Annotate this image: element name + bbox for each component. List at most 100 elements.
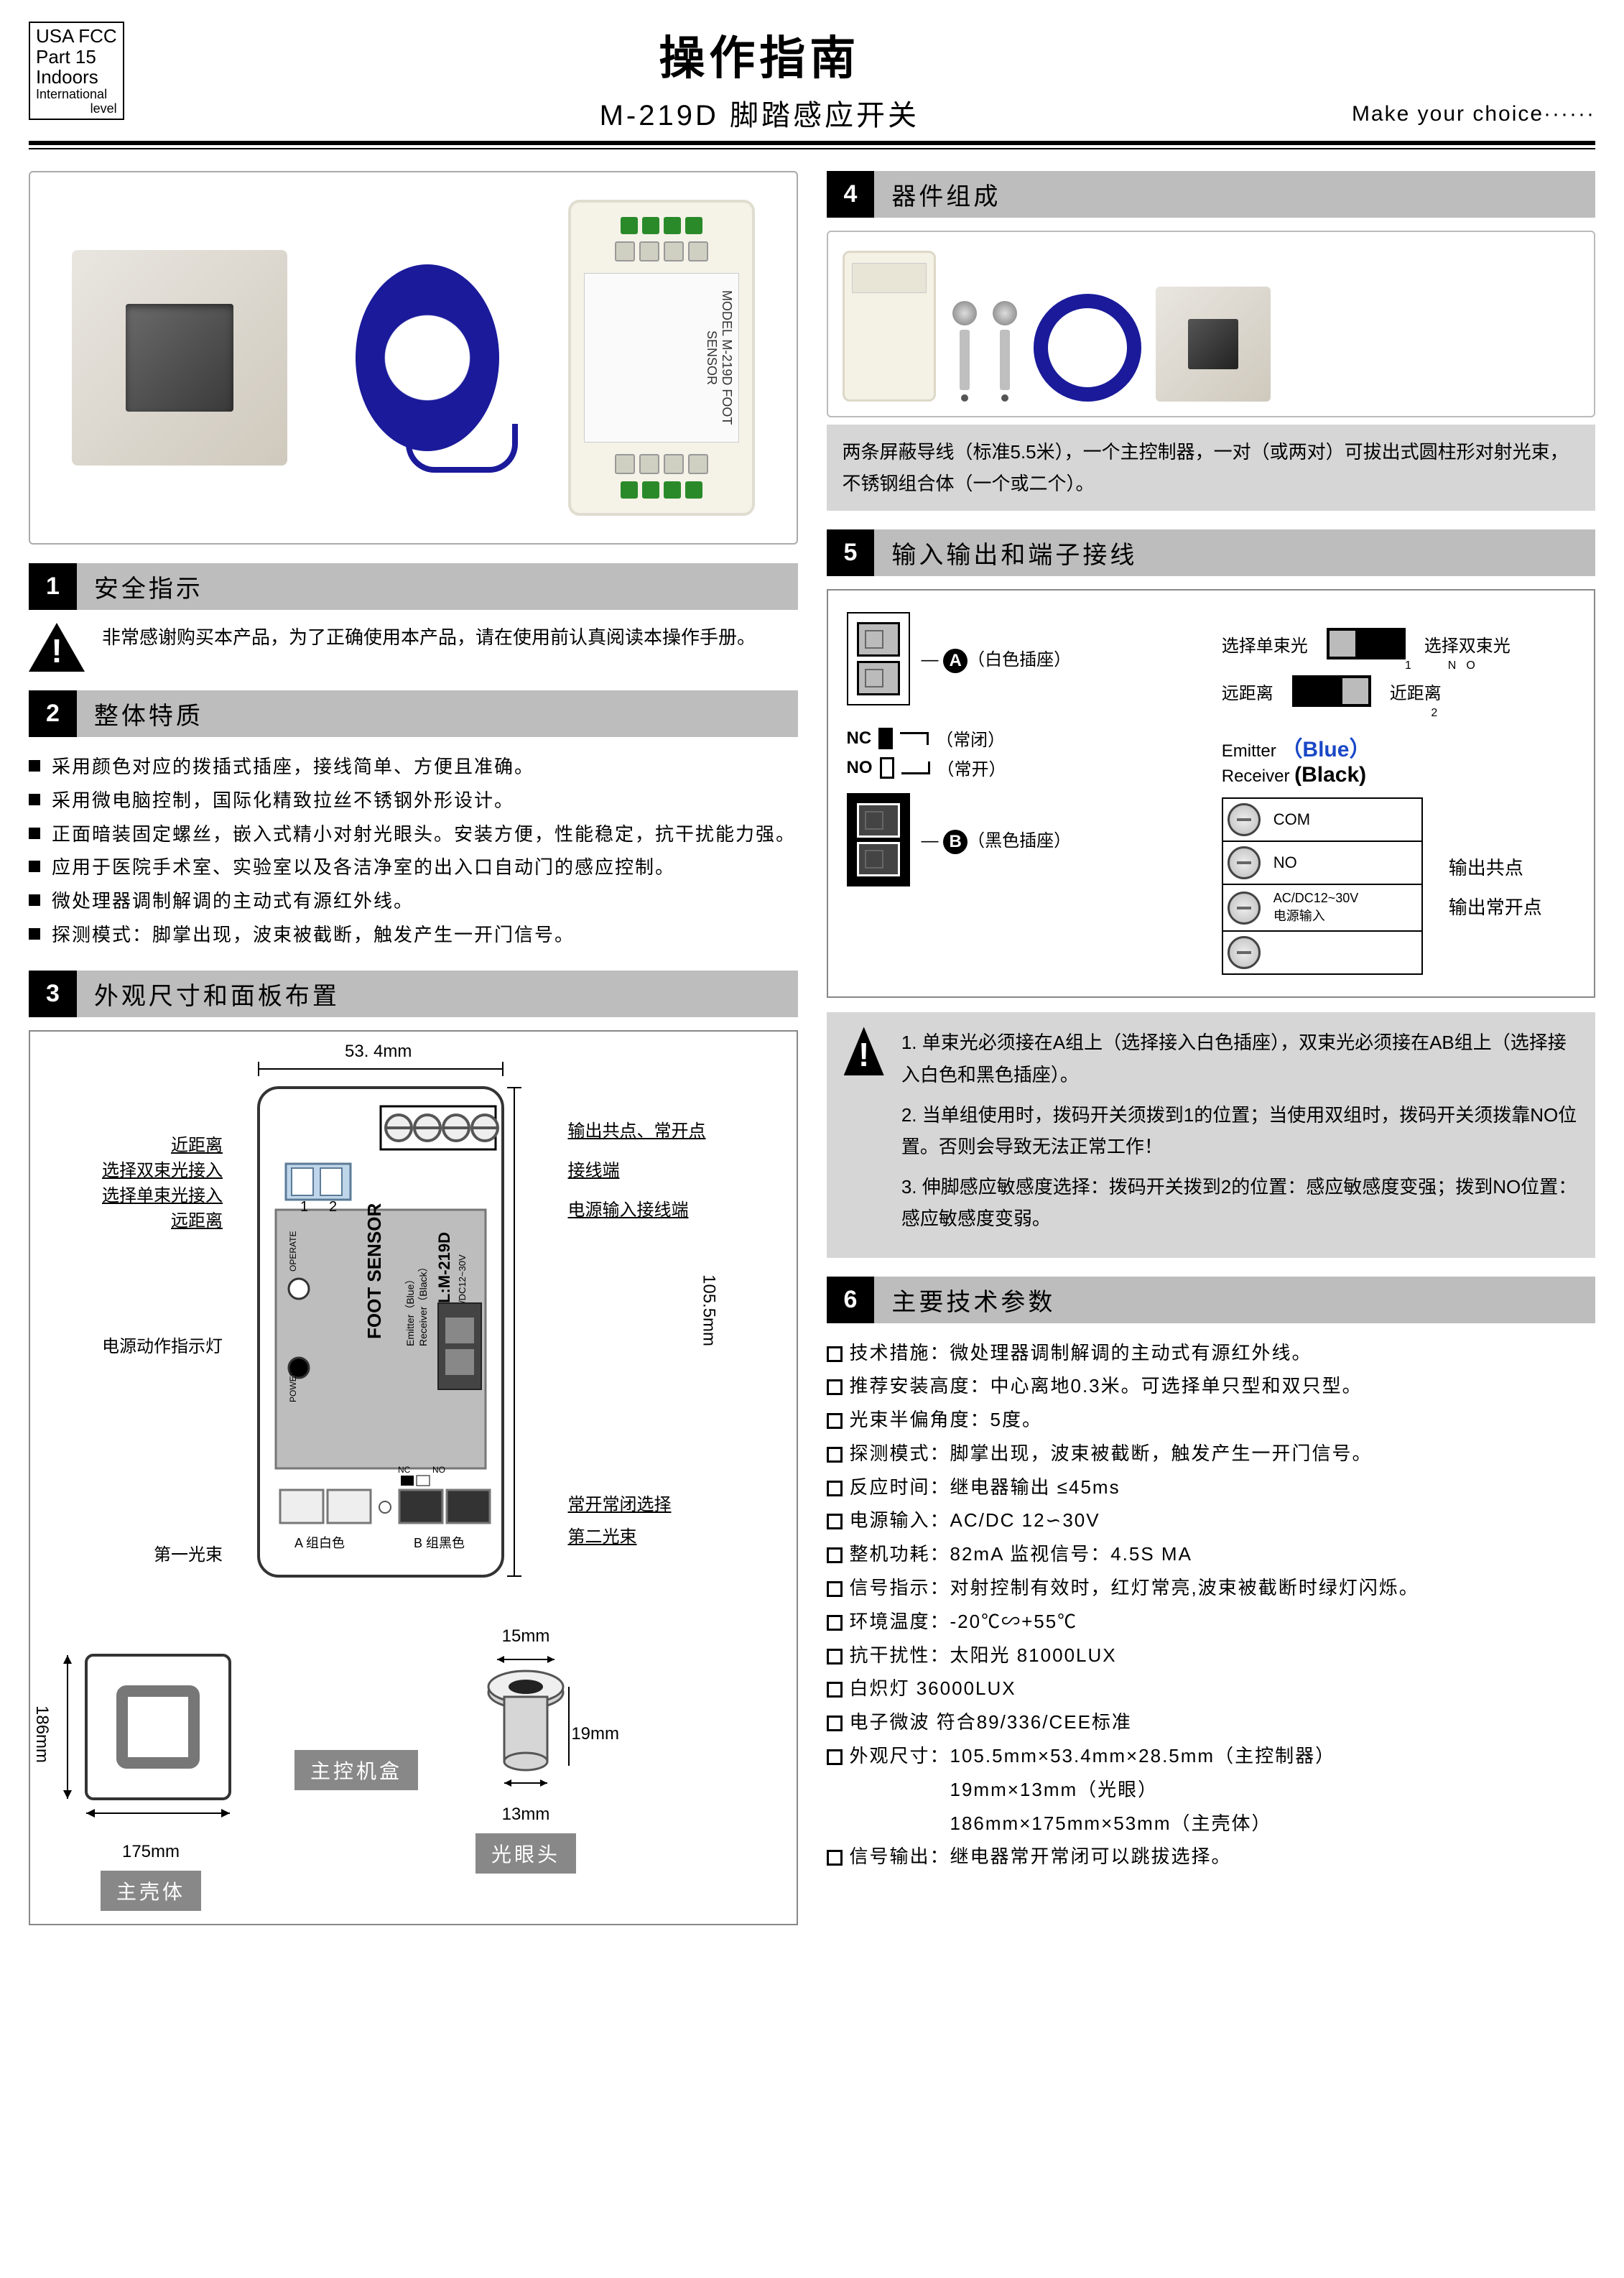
title-block: 操作指南 M-219D 脚踏感应开关 — [167, 22, 1352, 134]
right-column: 4 器件组成 两条屏蔽导线（标准5.5米），一个主控制器，一对（或两对）可拔出式… — [827, 171, 1596, 1925]
label: 远距离 — [43, 1206, 223, 1231]
list-item: 环境温度：-20℃∽+55℃ — [827, 1605, 1596, 1639]
svg-text:NC: NC — [398, 1465, 411, 1475]
dim-h: 19mm — [571, 1724, 619, 1744]
svg-text:POWER: POWER — [288, 1369, 298, 1402]
panel-tag: 光眼头 — [475, 1833, 576, 1874]
cert-line: level — [36, 102, 117, 116]
term-com: COM — [1265, 805, 1421, 835]
ctrl-foot: FOOT SENSOR — [363, 1203, 385, 1338]
term-pwr: AC/DC12~30V电源输入 — [1265, 885, 1421, 930]
list-item: 应用于医院手术室、实验室以及各洁净室的出入口自动门的感应控制。 — [29, 851, 798, 884]
socket-b-label: （黑色插座） — [968, 831, 1071, 851]
list-item: 抗干扰性：太阳光 81000LUX — [827, 1639, 1596, 1672]
section-title: 安全指示 — [77, 563, 798, 610]
dip-switch-1 — [1327, 628, 1406, 659]
svg-text:A 组白色: A 组白色 — [294, 1536, 345, 1550]
list-item: 采用微电脑控制，国际化精致拉丝不锈钢外形设计。 — [29, 784, 798, 818]
svg-text:Receiver（Black）: Receiver（Black） — [417, 1261, 429, 1346]
component-cable — [1034, 294, 1141, 402]
socket-b — [847, 793, 910, 886]
label: 输出共点、常开点 — [568, 1116, 784, 1142]
label: 第一光束 — [43, 1540, 223, 1565]
components-photo-row — [827, 231, 1596, 417]
list-item: 探测模式：脚掌出现，波束被截断，触发产生一开门信号。 — [827, 1437, 1596, 1471]
section-title: 器件组成 — [874, 171, 1595, 218]
certification-box: USA FCC Part 15 Indoors International le… — [29, 22, 124, 120]
list-item: 信号指示：对射控制有效时，红灯常亮,波束被截断时绿灯闪烁。 — [827, 1571, 1596, 1605]
list-item: 反应时间：继电器输出 ≤45ms — [827, 1471, 1596, 1504]
warning-icon: ! — [29, 623, 85, 672]
dip-label: 近距离 — [1390, 679, 1442, 704]
section-title: 输入输出和端子接线 — [874, 529, 1595, 576]
term-no: NO — [1265, 848, 1421, 878]
terminal-block: COM NO AC/DC12~30V电源输入 — [1222, 797, 1423, 975]
note-item: 1. 单束光必须接在A组上（选择接入白色插座），双束光必须接在AB组上（选择接入… — [901, 1027, 1578, 1090]
controller-photo: MODEL M-219D FOOT SENSOR — [568, 200, 755, 516]
svg-text:1: 1 — [300, 1199, 308, 1215]
warning-icon: ! — [844, 1027, 884, 1075]
panel-tag: 主控机盒 — [294, 1750, 418, 1790]
list-item: 推荐安装高度：中心离地0.3米。可选择单只型和双只型。 — [827, 1369, 1596, 1403]
dip-label: 选择单束光 — [1222, 631, 1308, 657]
page-header: USA FCC Part 15 Indoors International le… — [29, 22, 1595, 134]
term-no-desc: 输出常开点 — [1449, 893, 1542, 920]
list-item: 外观尺寸：105.5mm×53.4mm×28.5mm（主控制器） 19mm×13… — [827, 1739, 1596, 1840]
list-item: 电子微波 符合89/336/CEE标准 — [827, 1705, 1596, 1739]
cert-line: Part 15 — [36, 47, 117, 68]
alert-text: 非常感谢购买本产品，为了正确使用本产品，请在使用前认真阅读本操作手册。 — [102, 623, 756, 653]
note-item: 3. 伸脚感应敏感度选择：拨码开关拨到2的位置：感应敏感度变强；拨到NO位置：感… — [901, 1171, 1578, 1234]
emitter-value: （Blue） — [1281, 738, 1370, 761]
tagline: Make your choice······ — [1352, 102, 1595, 126]
list-item: 探测模式：脚掌出现，波束被截断，触发产生一开门信号。 — [29, 918, 798, 952]
feature-list: 采用颜色对应的拨插式插座，接线简单、方便且准确。 采用微电脑控制，国际化精致拉丝… — [29, 750, 798, 952]
label: 常开常闭选择 — [568, 1490, 784, 1515]
component-controller — [843, 251, 936, 402]
section-number: 3 — [29, 971, 77, 1017]
dip-label: 选择双束光 — [1424, 631, 1511, 657]
term-com-desc: 输出共点 — [1449, 853, 1542, 880]
dip-switch-2 — [1292, 675, 1371, 707]
divider — [29, 141, 1595, 145]
list-item: 白炽灯 36000LUX — [827, 1672, 1596, 1705]
list-item: 技术措施：微处理器调制解调的主动式有源红外线。 — [827, 1336, 1596, 1370]
label: 接线端 — [568, 1156, 784, 1181]
panel-dimensions-row: 186mm 175mm 主壳体 主控机盒 15mm — [43, 1626, 784, 1911]
section-header-1: 1 安全指示 — [29, 563, 798, 610]
page-title: 操作指南 — [167, 22, 1352, 88]
section-number: 1 — [29, 563, 77, 610]
section-number: 5 — [827, 529, 875, 576]
steel-plate-photo — [72, 250, 287, 466]
divider — [29, 148, 1595, 149]
product-photo-frame: MODEL M-219D FOOT SENSOR — [29, 171, 798, 545]
component-plate — [1156, 287, 1271, 402]
dim-h: 186mm — [32, 1705, 52, 1763]
svg-text:NO: NO — [432, 1465, 445, 1475]
nc-text: （常闭） — [936, 726, 1005, 751]
list-item: 整机功耗：82mA 监视信号：4.5S MA — [827, 1537, 1596, 1571]
socket-a — [847, 612, 910, 705]
section-title: 主要技术参数 — [874, 1277, 1595, 1323]
section-header-4: 4 器件组成 — [827, 171, 1596, 218]
panel-tag: 主壳体 — [101, 1871, 201, 1911]
label: 选择单束光接入 — [43, 1181, 223, 1206]
section-number: 6 — [827, 1277, 875, 1323]
label: 电源动作指示灯 — [43, 1332, 223, 1357]
component-eye — [990, 301, 1019, 402]
no-label: NO — [847, 758, 873, 778]
nc-label: NC — [847, 728, 872, 749]
section-number: 4 — [827, 171, 875, 218]
section-header-5: 5 输入输出和端子接线 — [827, 529, 1596, 576]
svg-text:2: 2 — [329, 1199, 337, 1215]
label: 选择双束光接入 — [43, 1156, 223, 1181]
page-subtitle: M-219D 脚踏感应开关 — [167, 92, 1352, 134]
shell-panel: 186mm 175mm 主壳体 — [43, 1626, 259, 1911]
section-title: 整体特质 — [77, 690, 798, 737]
svg-text:Emitter（Blue）: Emitter（Blue） — [404, 1274, 416, 1346]
list-item: 信号输出：继电器常开常闭可以跳拔选择。 — [827, 1840, 1596, 1874]
label: 电源输入接线端 — [568, 1195, 784, 1221]
section-title: 外观尺寸和面板布置 — [77, 971, 798, 1017]
component-eye — [950, 301, 979, 402]
components-caption: 两条屏蔽导线（标准5.5米），一个主控制器，一对（或两对）可拔出式圆柱形对射光束… — [827, 425, 1596, 511]
dip-label: 远距离 — [1222, 679, 1273, 704]
